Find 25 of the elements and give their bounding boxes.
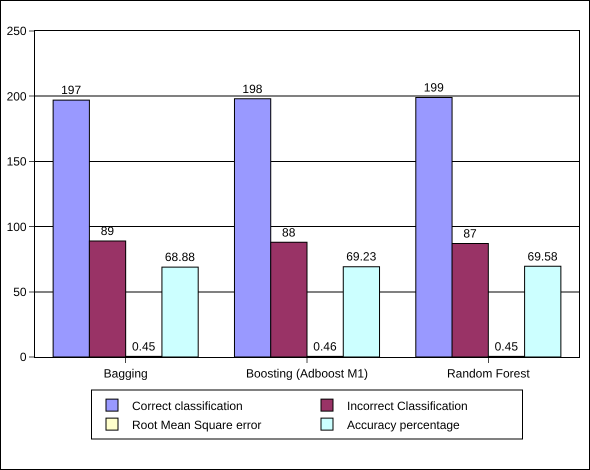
data-label: 0.46 (313, 339, 337, 354)
data-label: 68.88 (164, 250, 196, 264)
y-tick-label: 100 (6, 220, 27, 234)
legend-label: Accuracy percentage (347, 418, 460, 432)
y-tick-label: 150 (6, 154, 27, 169)
y-tick-label: 0 (20, 350, 27, 364)
data-label: 69.23 (346, 250, 377, 264)
y-tick-label: 50 (13, 285, 27, 299)
data-label: 197 (61, 83, 82, 98)
legend-label: Correct classification (132, 398, 243, 413)
x-tick-label: Random Forest (446, 366, 530, 380)
x-tick-label: Bagging (104, 366, 148, 380)
data-label: 89 (100, 224, 114, 238)
legend-label: Incorrect Classification (347, 398, 468, 413)
data-label: 0.45 (132, 339, 156, 354)
data-label: 87 (463, 226, 478, 241)
data-label: 88 (282, 225, 296, 240)
data-label: 69.58 (528, 249, 558, 264)
data-label: 0.45 (494, 339, 518, 354)
x-tick-label: Boosting (Adboost M1) (246, 366, 368, 380)
data-label: 199 (424, 80, 444, 94)
y-tick-label: 200 (6, 89, 27, 104)
legend-label: Root Mean Square error (132, 418, 262, 432)
data-label: 198 (242, 82, 263, 96)
y-tick-label: 250 (6, 24, 27, 38)
